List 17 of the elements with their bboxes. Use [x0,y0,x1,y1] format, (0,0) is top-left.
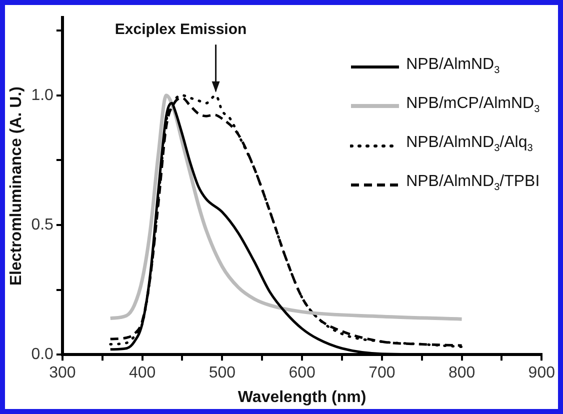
x-tick-label: 500 [208,364,236,382]
y-tick-label: 0.0 [31,346,54,364]
x-tick-label: 800 [448,364,476,382]
x-tick-label: 300 [49,364,76,382]
y-tick-label: 1.0 [31,86,54,104]
legend-label: NPB/AlmND$_{3}$ [406,54,500,78]
legend-label: NPB/AlmND$_{3}$/Alq$_{3}$ [406,132,533,156]
y-axis-title: Electromluminance (A. U.) [8,86,26,286]
legend-label: NPB/mCP/AlmND$_{3}$ [406,94,540,117]
legend-label: NPB/AlmND$_{3}$/TPBI [406,172,540,196]
x-tick-label: 700 [368,364,396,382]
x-axis-title: Wavelength (nm) [238,388,366,406]
x-tick-label: 600 [288,364,316,382]
x-tick-label: 900 [528,364,556,382]
x-tick-label: 400 [128,364,156,382]
annotation: Exciplex Emission [114,21,247,38]
y-tick-label: 0.5 [31,216,54,234]
